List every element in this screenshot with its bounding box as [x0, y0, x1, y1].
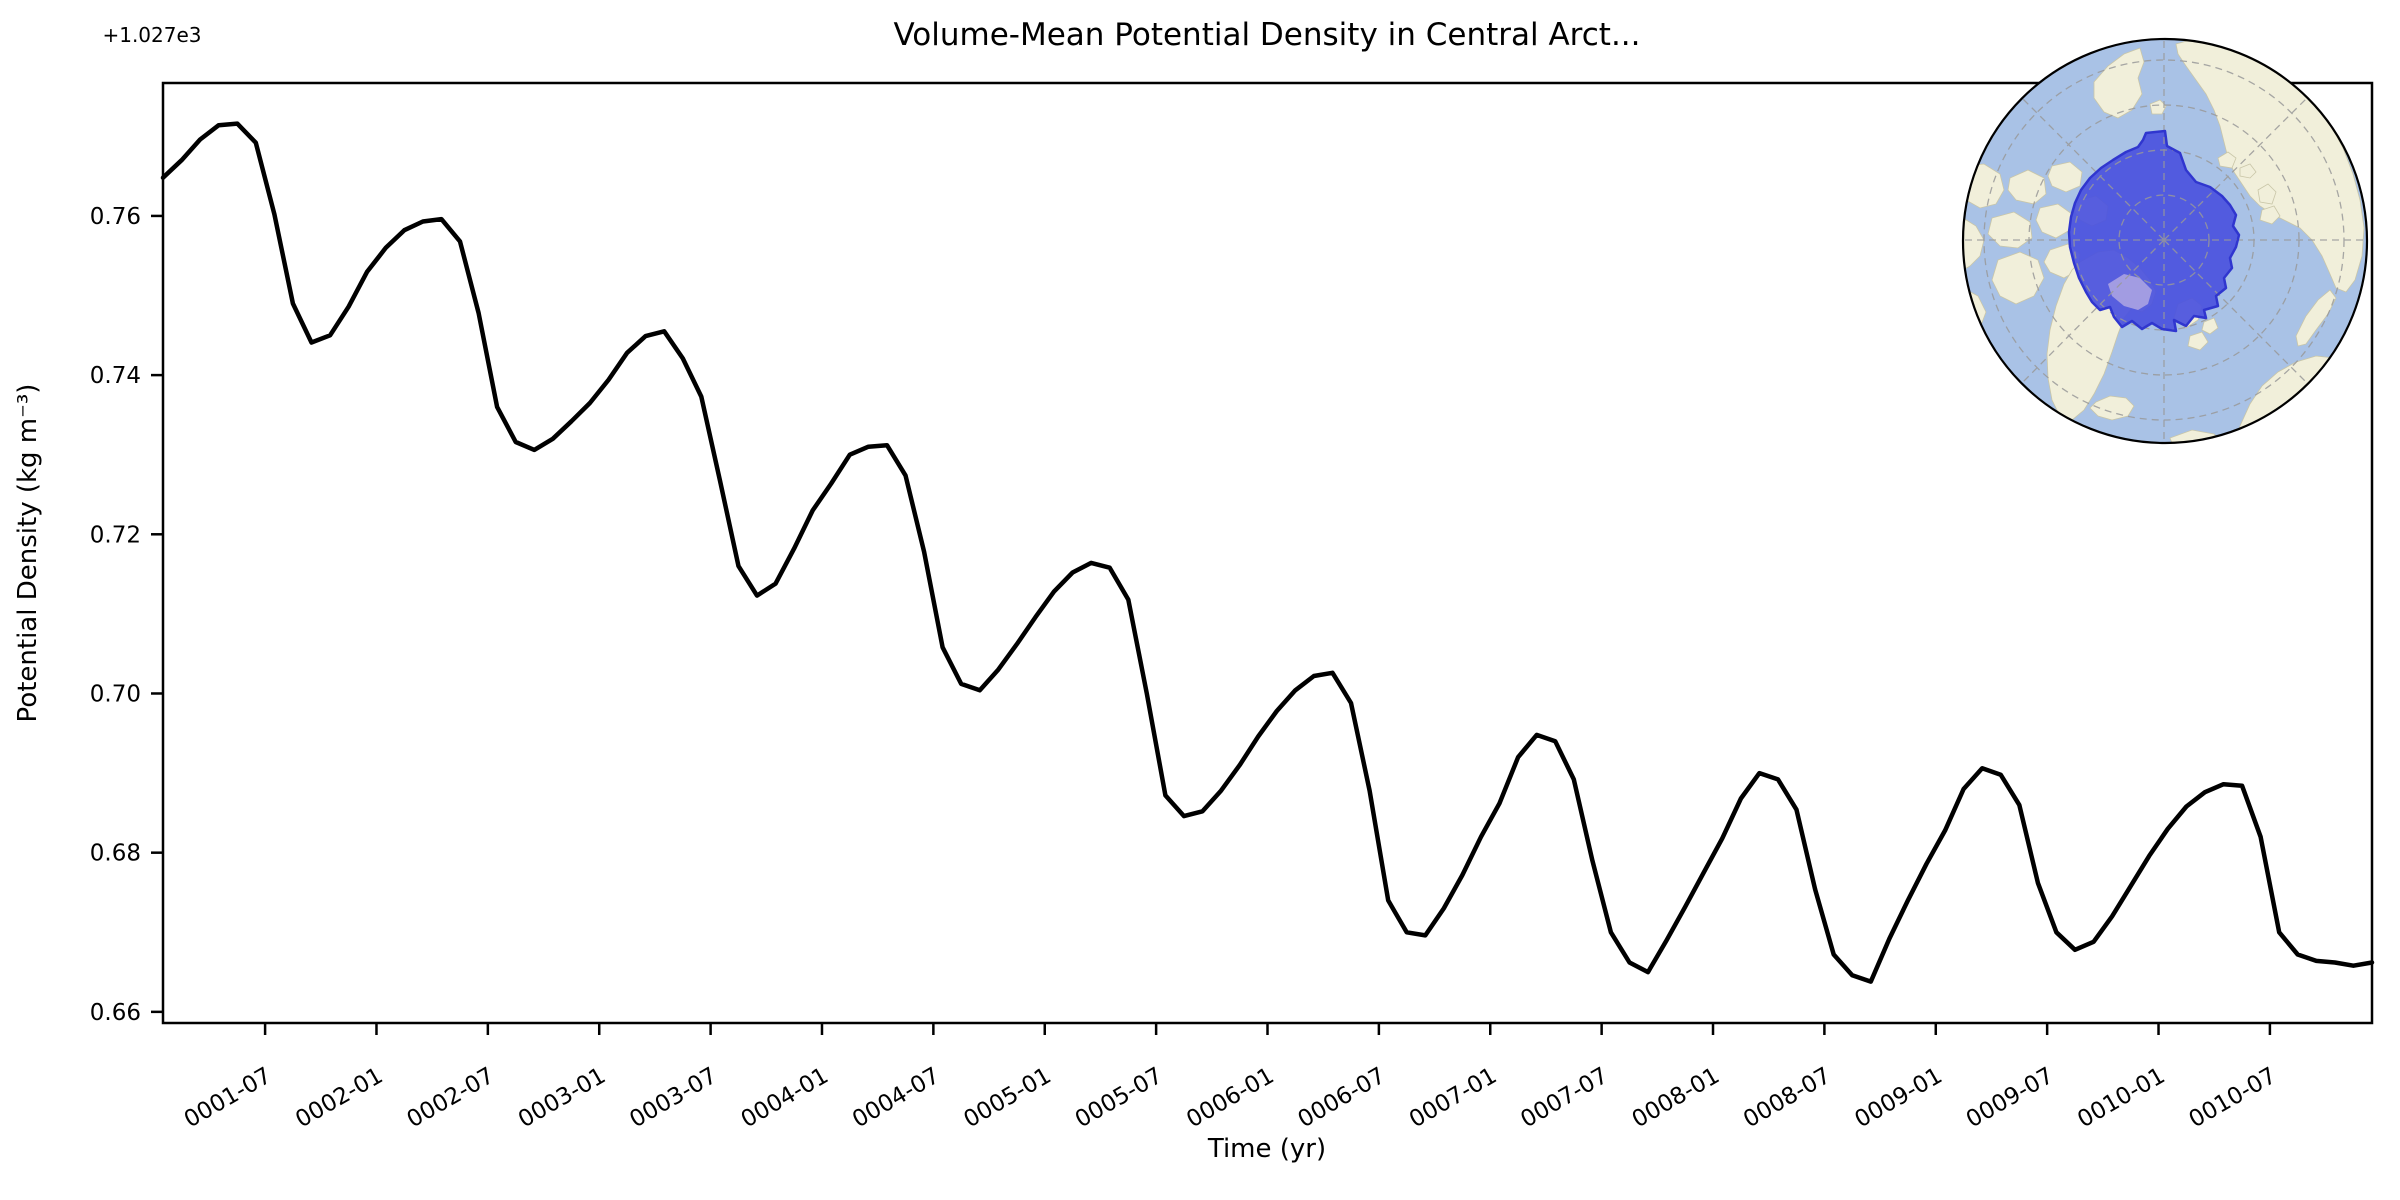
- x-tick-label: 0004-07: [848, 1063, 944, 1134]
- x-tick-label: 0006-01: [1182, 1063, 1278, 1134]
- y-axis-label: Potential Density (kg m⁻³): [13, 384, 43, 723]
- y-tick-label: 0.76: [90, 204, 141, 230]
- x-tick-label: 0003-01: [514, 1063, 610, 1134]
- map-region-border: [2067, 129, 2241, 333]
- map-island-svalbard: [2201, 317, 2219, 335]
- map-island: [2259, 205, 2281, 225]
- x-tick-label: 0002-01: [291, 1063, 387, 1134]
- map-graticule: [1963, 39, 2367, 443]
- x-tick-label: 0004-01: [737, 1063, 833, 1134]
- chart-title: Volume-Mean Potential Density in Central…: [893, 17, 1640, 53]
- y-tick-label: 0.72: [90, 522, 141, 548]
- x-tick-label: 0007-01: [1405, 1063, 1501, 1134]
- x-tick-label: 0002-07: [403, 1063, 499, 1134]
- map-region-central-arctic: [2069, 131, 2239, 331]
- map-island: [2217, 151, 2237, 169]
- density-line-series: [160, 121, 2375, 984]
- map-island: [2257, 183, 2277, 205]
- x-tick-label: 0008-01: [1628, 1063, 1724, 1134]
- x-tick-label: 0009-01: [1851, 1063, 1947, 1134]
- x-tick-label: 0010-07: [2185, 1063, 2281, 1134]
- map-region-over-land-patch: [2108, 274, 2152, 310]
- x-tick-label: 0010-01: [2073, 1063, 2169, 1134]
- x-tick-label: 0005-01: [960, 1063, 1056, 1134]
- x-axis-ticks: 0001-07 0002-01 0002-07 0003-01 0003-07 0004-…: [180, 1023, 2281, 1133]
- y-tick-label: 0.74: [90, 363, 141, 389]
- x-tick-label: 0008-07: [1739, 1063, 1835, 1134]
- x-tick-label: 0007-07: [1516, 1063, 1612, 1134]
- map-island-svalbard: [2187, 331, 2209, 351]
- map-island: [2295, 289, 2337, 347]
- x-tick-label: 0006-07: [1294, 1063, 1390, 1134]
- map-island: [2239, 163, 2257, 179]
- map-outline-circle: [1961, 37, 2369, 445]
- y-tick-label: 0.68: [90, 841, 141, 867]
- y-axis-ticks: 0.66 0.68 0.70 0.72 0.74 0.76: [90, 204, 163, 1026]
- y-axis-offset-text: +1.027e3: [102, 23, 201, 47]
- x-tick-label: 0001-07: [180, 1063, 276, 1134]
- map-land-canada-coast: [1963, 217, 1985, 271]
- x-tick-label: 0005-07: [1071, 1063, 1167, 1134]
- x-axis-label: Time (yr): [1207, 1134, 1326, 1164]
- map-land-alaska: [2093, 47, 2145, 119]
- y-tick-label: 0.70: [90, 681, 141, 707]
- y-tick-label: 0.66: [90, 1000, 141, 1026]
- map-island: [1987, 211, 2033, 249]
- map-island-wrangel: [2149, 99, 2167, 115]
- map-island: [2047, 161, 2083, 193]
- x-tick-label: 0003-07: [625, 1063, 721, 1134]
- map-island: [2035, 203, 2073, 239]
- x-tick-label: 0009-07: [1962, 1063, 2058, 1134]
- inset-map: [1961, 37, 2369, 445]
